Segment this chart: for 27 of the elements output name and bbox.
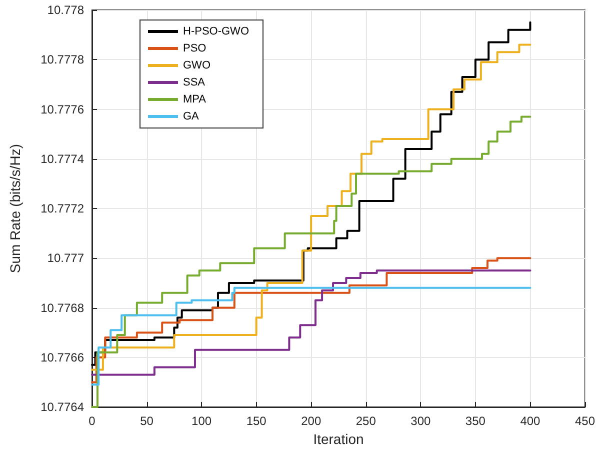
x-tick-label: 300	[410, 414, 431, 428]
y-tick-label: 10.7766	[40, 350, 84, 364]
legend-label: MPA	[183, 94, 207, 106]
y-tick-label: 10.777	[47, 251, 84, 266]
x-tick-label: 250	[356, 414, 376, 428]
y-axis-title: Sum Rate (bits/s/Hz)	[7, 144, 23, 274]
x-tick-label: 200	[301, 414, 322, 428]
legend-label: GA	[183, 110, 200, 122]
y-tick-label: 10.7778	[40, 52, 84, 67]
legend-label: PSO	[183, 42, 207, 54]
x-tick-label: 350	[465, 414, 486, 428]
x-tick-label: 150	[246, 414, 267, 428]
legend-label: SSA	[183, 76, 206, 88]
y-tick-label: 10.7768	[40, 300, 84, 315]
x-tick-label: 400	[520, 414, 541, 428]
y-tick-label: 10.7764	[40, 400, 84, 414]
legend-label: GWO	[183, 60, 211, 72]
x-tick-label: 450	[574, 414, 596, 428]
y-tick-label: 10.7774	[40, 152, 84, 166]
x-tick-label: 0	[88, 414, 96, 428]
y-tick-label: 10.7776	[40, 102, 84, 116]
x-tick-label: 50	[140, 414, 154, 428]
x-tick-label: 100	[192, 414, 212, 428]
legend-label: H-PSO-GWO	[183, 26, 250, 38]
y-tick-label: 10.7772	[40, 202, 84, 216]
x-axis-title: Iteration	[313, 430, 364, 447]
y-tick-label: 10.778	[47, 3, 84, 17]
